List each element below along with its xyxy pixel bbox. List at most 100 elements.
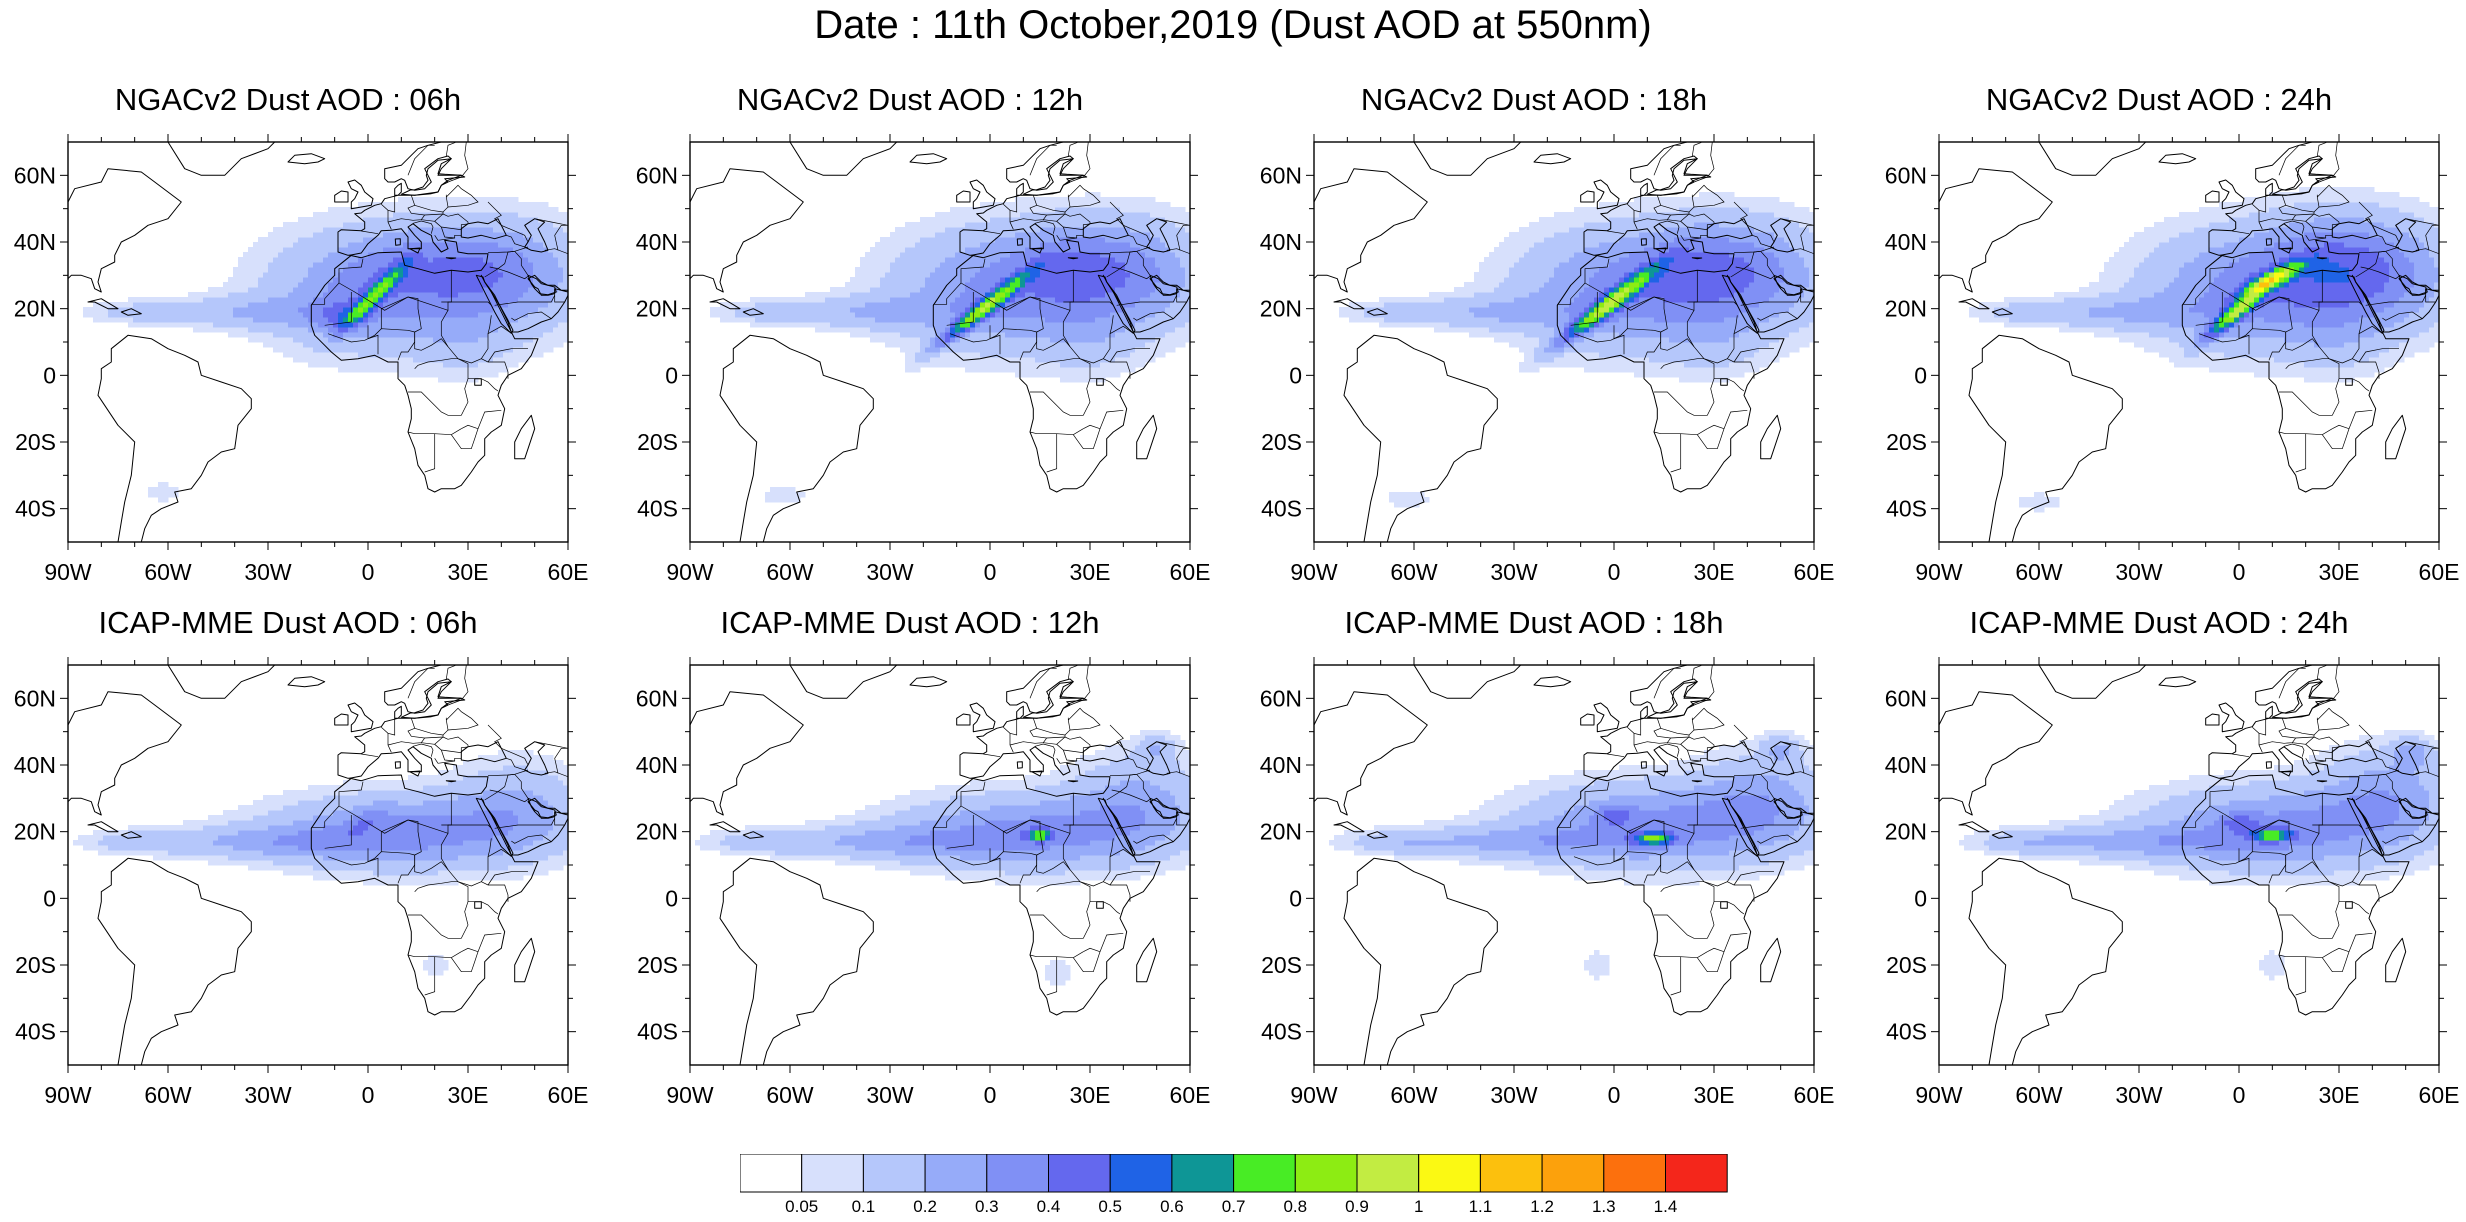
lat-tick-label: 60N — [1885, 685, 1927, 711]
aod-colorbar: 0.05 0.1 0.2 0.3 0.4 0.5 0.6 0.7 0.8 0.9 1 1.1 1.2 1.… — [740, 1154, 1728, 1214]
lat-tick-label: 0 — [1289, 885, 1302, 911]
lon-tick-label: 60E — [2419, 1082, 2460, 1108]
coastlines — [1939, 665, 2439, 1065]
colorbar-label: 0.1 — [852, 1197, 876, 1214]
lon-tick-label: 30E — [1694, 559, 1735, 585]
lat-tick-label: 40S — [1886, 1019, 1927, 1045]
lat-tick-label: 40N — [1885, 752, 1927, 778]
lat-tick-label: 60N — [14, 685, 56, 711]
axis-ticks — [1931, 134, 2447, 550]
lat-tick-label: 20N — [1260, 296, 1302, 322]
lat-tick-label: 0 — [43, 362, 56, 388]
figure-title: Date : 11th October,2019 (Dust AOD at 55… — [814, 3, 1652, 47]
dust-aod-map: 60N 40N 20N 0 20S 40S 90W 60W 30W 0 30E 60E — [636, 134, 1210, 585]
colorbar-label: 1.3 — [1592, 1197, 1616, 1214]
coastlines — [68, 665, 568, 1065]
lon-tick-label: 30W — [2115, 559, 2163, 585]
country-borders — [311, 142, 568, 473]
lat-tick-label: 20N — [636, 819, 678, 845]
country-borders — [311, 665, 568, 996]
dust-aod-map: 60N 40N 20N 0 20S 40S 90W 60W 30W 0 30E 60E — [14, 657, 588, 1108]
colorbar-label: 0.8 — [1283, 1197, 1307, 1214]
colorbar-box — [986, 1154, 1050, 1193]
lon-tick-label: 60W — [1390, 559, 1438, 585]
lat-tick-label: 40N — [14, 752, 56, 778]
lon-tick-label: 60E — [1794, 559, 1835, 585]
map-panel: ICAP-MME Dust AOD : 18h 60N 40N 20N 0 20S 40S 9… — [1244, 605, 1835, 1185]
country-borders — [2182, 142, 2439, 473]
lon-tick-label: 60E — [1170, 1082, 1211, 1108]
colorbar-label: 1.2 — [1530, 1197, 1554, 1214]
map-panel: NGACv2 Dust AOD : 18h 60N 40N 20N 0 20S 40S 90W… — [1244, 82, 1835, 662]
map-panel: ICAP-MME Dust AOD : 24h 60N 40N 20N 0 20S 40S 9… — [1869, 605, 2460, 1185]
colorbar-box — [1479, 1154, 1543, 1193]
axis-ticks — [682, 134, 1198, 550]
lon-tick-label: 30W — [1490, 559, 1538, 585]
lat-tick-label: 20S — [15, 429, 56, 455]
aod-shading — [1339, 192, 1814, 508]
lat-tick-label: 40S — [1261, 1019, 1302, 1045]
panel-title: NGACv2 Dust AOD : 12h — [736, 82, 1084, 117]
map-panel: ICAP-MME Dust AOD : 12h 60N 40N 20N 0 20S 40S 9… — [620, 605, 1211, 1185]
aod-shading — [73, 750, 568, 976]
lon-tick-label: 30E — [2319, 559, 2360, 585]
lon-tick-label: 90W — [1290, 559, 1338, 585]
lat-tick-label: 40N — [636, 752, 678, 778]
lat-tick-label: 20N — [14, 296, 56, 322]
colorbar-box — [1603, 1154, 1666, 1193]
lat-tick-label: 20N — [14, 819, 56, 845]
aod-shading — [695, 730, 1190, 986]
lat-tick-label: 0 — [1914, 362, 1927, 388]
lon-tick-label: 30W — [1490, 1082, 1538, 1108]
lat-tick-label: 20S — [1886, 429, 1927, 455]
colorbar-box — [1294, 1154, 1358, 1193]
aod-shading — [83, 197, 568, 503]
colorbar-label: 0.5 — [1098, 1197, 1122, 1214]
colorbar-box — [1541, 1154, 1605, 1193]
lat-tick-label: 40S — [1261, 496, 1302, 522]
lat-tick-label: 60N — [636, 685, 678, 711]
lat-tick-label: 40N — [1885, 229, 1927, 255]
lon-tick-label: 30E — [2319, 1082, 2360, 1108]
dust-aod-map: 60N 40N 20N 0 20S 40S 90W 60W 30W 0 30E 60E — [1260, 134, 1834, 585]
lat-tick-label: 40N — [636, 229, 678, 255]
lat-tick-label: 20S — [15, 952, 56, 978]
lat-tick-label: 0 — [665, 362, 678, 388]
country-borders — [1557, 665, 1814, 996]
lon-tick-label: 60E — [548, 1082, 589, 1108]
lat-tick-label: 40S — [15, 496, 56, 522]
coastlines — [690, 142, 1190, 542]
lat-tick-label: 40S — [637, 496, 678, 522]
lat-tick-label: 20N — [1885, 819, 1927, 845]
lon-tick-label: 90W — [1915, 559, 1963, 585]
lat-tick-label: 60N — [14, 162, 56, 188]
lon-tick-label: 60E — [1170, 559, 1211, 585]
lon-tick-label: 30W — [866, 559, 914, 585]
lat-tick-label: 20N — [636, 296, 678, 322]
panel-title: NGACv2 Dust AOD : 24h — [1985, 82, 2333, 117]
colorbar-box — [1418, 1154, 1481, 1193]
lon-tick-label: 30W — [244, 559, 292, 585]
colorbar-label: 0.7 — [1222, 1197, 1246, 1214]
lat-tick-label: 60N — [1260, 685, 1302, 711]
lon-tick-label: 30W — [866, 1082, 914, 1108]
colorbar-box — [801, 1154, 864, 1193]
axis-ticks — [60, 657, 576, 1073]
lon-tick-label: 90W — [666, 1082, 714, 1108]
lon-tick-label: 90W — [1290, 1082, 1338, 1108]
lat-tick-label: 0 — [1914, 885, 1927, 911]
lon-tick-label: 0 — [1608, 559, 1621, 585]
colorbar-box — [1048, 1154, 1111, 1193]
lat-tick-label: 20S — [1886, 952, 1927, 978]
colorbar-box — [1233, 1154, 1296, 1193]
lat-tick-label: 0 — [43, 885, 56, 911]
lon-tick-label: 30E — [1694, 1082, 1735, 1108]
colorbar-label: 1.1 — [1469, 1197, 1493, 1214]
axis-ticks — [682, 657, 1198, 1073]
lat-tick-label: 20S — [1261, 429, 1302, 455]
panel-title: ICAP-MME Dust AOD : 24h — [1969, 605, 2349, 640]
lon-tick-label: 60W — [144, 1082, 192, 1108]
dust-aod-map: 60N 40N 20N 0 20S 40S 90W 60W 30W 0 30E 60E — [1260, 657, 1834, 1108]
lon-tick-label: 60W — [2015, 559, 2063, 585]
lon-tick-label: 90W — [1915, 1082, 1963, 1108]
